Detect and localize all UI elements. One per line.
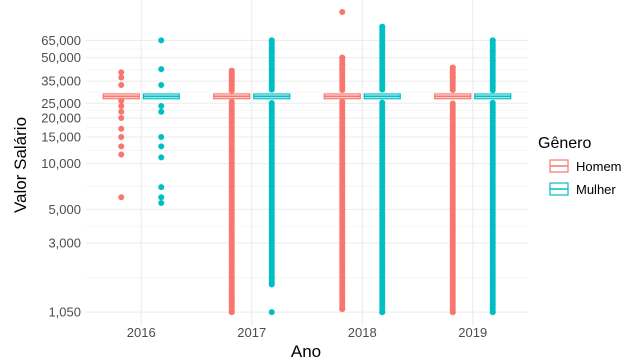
outlier-point [268,100,275,107]
box-mulher-2016 [142,37,180,207]
outlier-point [379,32,386,39]
y-tick-label: 10,000 [41,156,81,171]
outlier-point [118,102,125,109]
outlier-point [228,300,235,307]
y-tick-label: 25,000 [41,96,81,111]
outlier-point [489,37,496,44]
outlier-point [228,285,235,292]
grid [86,0,528,326]
outlier-point [489,309,496,316]
outlier-point [489,99,496,106]
y-tick-label: 3,000 [48,235,81,250]
box-homem-2016 [102,69,140,201]
outlier-point [158,82,165,89]
x-tick-label: 2019 [458,325,487,340]
y-tick-label: 5,000 [48,202,81,217]
outlier-point [158,102,165,109]
outlier-point [158,154,165,161]
box-mulher-2017 [253,37,291,316]
y-tick-label: 20,000 [41,111,81,126]
outlier-point [449,64,456,71]
outlier-point [489,57,496,64]
outlier-point [379,23,386,30]
y-axis-title: Valor Salário [11,117,30,213]
outlier-point [379,42,386,49]
box-homem-2017 [213,67,251,316]
outlier-point [228,98,235,105]
y-tick-label: 35,000 [41,74,81,89]
outlier-point [379,309,386,316]
outlier-point [118,143,125,150]
outlier-point [339,9,346,16]
outlier-point [118,74,125,81]
outlier-point [379,99,386,106]
outlier-point [118,115,125,122]
outlier-point [339,54,346,61]
box-mulher-2019 [474,37,512,316]
outlier-point [268,57,275,64]
x-axis: 2016 2017 2018 2019 [127,325,487,340]
legend: Gênero Homem Mulher [538,135,622,197]
outlier-point [118,69,125,76]
legend-label: Homem [576,159,622,174]
outlier-point [158,143,165,150]
outlier-point [339,61,346,68]
y-tick-label: 1,050 [48,305,81,320]
outlier-point [268,48,275,55]
x-tick-label: 2017 [237,325,266,340]
outlier-point [158,200,165,207]
box-homem-2018 [323,9,361,313]
box-homem-2019 [434,64,472,316]
outlier-point [158,133,165,140]
outlier-point [489,48,496,55]
legend-entry-mulher: Mulher [549,182,616,197]
outlier-point [228,82,235,89]
outlier-point [268,37,275,44]
outlier-point [118,125,125,132]
outlier-point [228,76,235,83]
outlier-point [228,309,235,316]
outlier-point [268,281,275,288]
outlier-point [118,82,125,89]
y-tick-label: 65,000 [41,33,81,48]
outlier-point [118,194,125,201]
outlier-point [118,151,125,158]
outlier-point [158,66,165,73]
y-tick-label: 15,000 [41,129,81,144]
x-tick-label: 2018 [348,325,377,340]
x-axis-title: Ano [291,342,321,360]
plot-marks [102,9,512,316]
legend-title: Gênero [538,135,591,152]
outlier-point [158,108,165,115]
outlier-point [449,69,456,76]
outlier-point [118,133,125,140]
outlier-point [228,67,235,74]
legend-entry-homem: Homem [549,159,622,174]
outlier-point [339,306,346,313]
outlier-point [158,184,165,191]
outlier-point [118,108,125,115]
outlier-point [449,100,456,107]
x-tick-label: 2016 [127,325,156,340]
box-mulher-2018 [363,23,401,316]
outlier-point [268,309,275,316]
y-tick-label: 50,000 [41,50,81,65]
outlier-point [449,309,456,316]
outlier-point [158,194,165,201]
legend-label: Mulher [576,182,616,197]
outlier-point [449,74,456,81]
outlier-point [339,98,346,105]
outlier-point [158,37,165,44]
